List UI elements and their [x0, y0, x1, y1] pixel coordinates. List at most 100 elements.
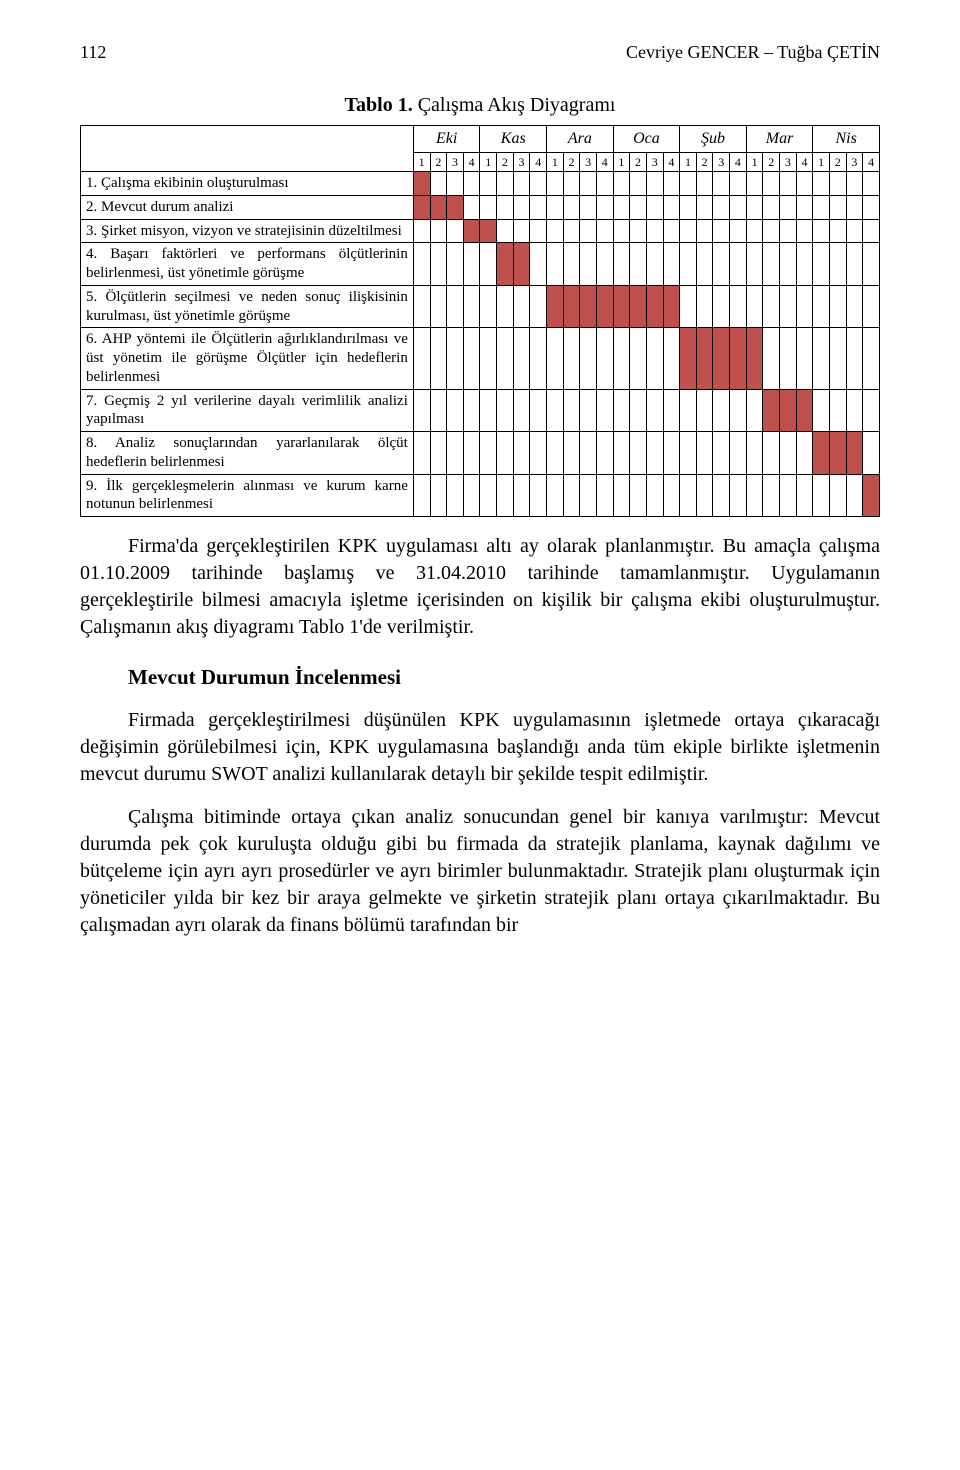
gantt-cell [630, 328, 647, 389]
gantt-cell [746, 285, 763, 328]
gantt-cell [663, 474, 680, 517]
gantt-cell [630, 243, 647, 286]
gantt-cell [630, 474, 647, 517]
gantt-cell [796, 328, 813, 389]
gantt-cell [413, 195, 430, 219]
gantt-cell [696, 389, 713, 432]
gantt-cell [596, 243, 613, 286]
week-header: 3 [713, 152, 730, 171]
gantt-cell [580, 243, 597, 286]
gantt-cell [430, 195, 447, 219]
gantt-cell [463, 243, 480, 286]
gantt-cell [646, 172, 663, 196]
gantt-cell [497, 474, 514, 517]
gantt-cell [863, 195, 880, 219]
gantt-cell [680, 474, 697, 517]
gantt-cell [547, 195, 564, 219]
gantt-cell [796, 285, 813, 328]
gantt-cell [829, 285, 846, 328]
gantt-cell [580, 328, 597, 389]
gantt-cell [530, 195, 547, 219]
gantt-cell [613, 219, 630, 243]
task-name-cell: 5. Ölçütlerin seçilmesi ve neden sonuç i… [81, 285, 414, 328]
gantt-cell [663, 219, 680, 243]
gantt-cell [547, 172, 564, 196]
week-header: 1 [746, 152, 763, 171]
week-header: 3 [646, 152, 663, 171]
task-name-cell: 2. Mevcut durum analizi [81, 195, 414, 219]
gantt-cell [763, 219, 780, 243]
gantt-cell [829, 474, 846, 517]
gantt-cell [413, 432, 430, 475]
gantt-cell [613, 474, 630, 517]
paragraph-2: Firmada gerçekleştirilmesi düşünülen KPK… [80, 707, 880, 788]
gantt-cell [613, 328, 630, 389]
gantt-cell [497, 195, 514, 219]
table-row: 4. Başarı faktörleri ve performans ölçüt… [81, 243, 880, 286]
gantt-cell [413, 243, 430, 286]
gantt-cell [413, 474, 430, 517]
gantt-cell [696, 432, 713, 475]
gantt-cell [780, 474, 797, 517]
gantt-cell [846, 243, 863, 286]
gantt-cell [596, 195, 613, 219]
task-name-cell: 9. İlk gerçekleşmelerin alınması ve kuru… [81, 474, 414, 517]
gantt-cell [713, 285, 730, 328]
gantt-cell [646, 328, 663, 389]
month-header: Şub [680, 126, 747, 153]
gantt-cell [796, 243, 813, 286]
table-caption: Tablo 1. Çalışma Akış Diyagramı [80, 92, 880, 119]
week-header: 1 [480, 152, 497, 171]
month-header: Oca [613, 126, 680, 153]
gantt-cell [447, 172, 464, 196]
gantt-cell [780, 389, 797, 432]
gantt-cell [430, 474, 447, 517]
gantt-cell [613, 195, 630, 219]
gantt-cell [596, 389, 613, 432]
gantt-cell [447, 432, 464, 475]
gantt-cell [746, 172, 763, 196]
gantt-cell [480, 389, 497, 432]
gantt-chart: EkiKasAraOcaŞubMarNis1234123412341234123… [80, 125, 880, 517]
gantt-cell [796, 172, 813, 196]
gantt-cell [513, 243, 530, 286]
gantt-cell [646, 285, 663, 328]
gantt-cell [696, 219, 713, 243]
gantt-cell [547, 389, 564, 432]
week-header: 4 [663, 152, 680, 171]
task-name-cell: 6. AHP yöntemi ile Ölçütlerin ağırlıklan… [81, 328, 414, 389]
gantt-cell [813, 474, 830, 517]
gantt-cell [596, 474, 613, 517]
month-header: Eki [413, 126, 480, 153]
gantt-cell [846, 389, 863, 432]
gantt-cell [813, 243, 830, 286]
gantt-cell [663, 285, 680, 328]
gantt-cell [680, 172, 697, 196]
gantt-cell [746, 243, 763, 286]
gantt-cell [813, 172, 830, 196]
gantt-cell [447, 219, 464, 243]
gantt-cell [863, 172, 880, 196]
week-header: 2 [430, 152, 447, 171]
week-header: 2 [829, 152, 846, 171]
gantt-cell [596, 219, 613, 243]
gantt-cell [713, 172, 730, 196]
gantt-cell [813, 285, 830, 328]
gantt-cell [730, 474, 747, 517]
table-row: 3. Şirket misyon, vizyon ve stratejisini… [81, 219, 880, 243]
gantt-cell [796, 389, 813, 432]
gantt-cell [730, 219, 747, 243]
gantt-cell [580, 219, 597, 243]
gantt-cell [863, 432, 880, 475]
month-header: Kas [480, 126, 547, 153]
gantt-cell [497, 328, 514, 389]
gantt-cell [547, 474, 564, 517]
gantt-cell [463, 389, 480, 432]
gantt-cell [563, 432, 580, 475]
week-header: 1 [813, 152, 830, 171]
gantt-cell [480, 285, 497, 328]
gantt-cell [663, 432, 680, 475]
gantt-cell [646, 432, 663, 475]
gantt-cell [730, 285, 747, 328]
gantt-cell [663, 328, 680, 389]
